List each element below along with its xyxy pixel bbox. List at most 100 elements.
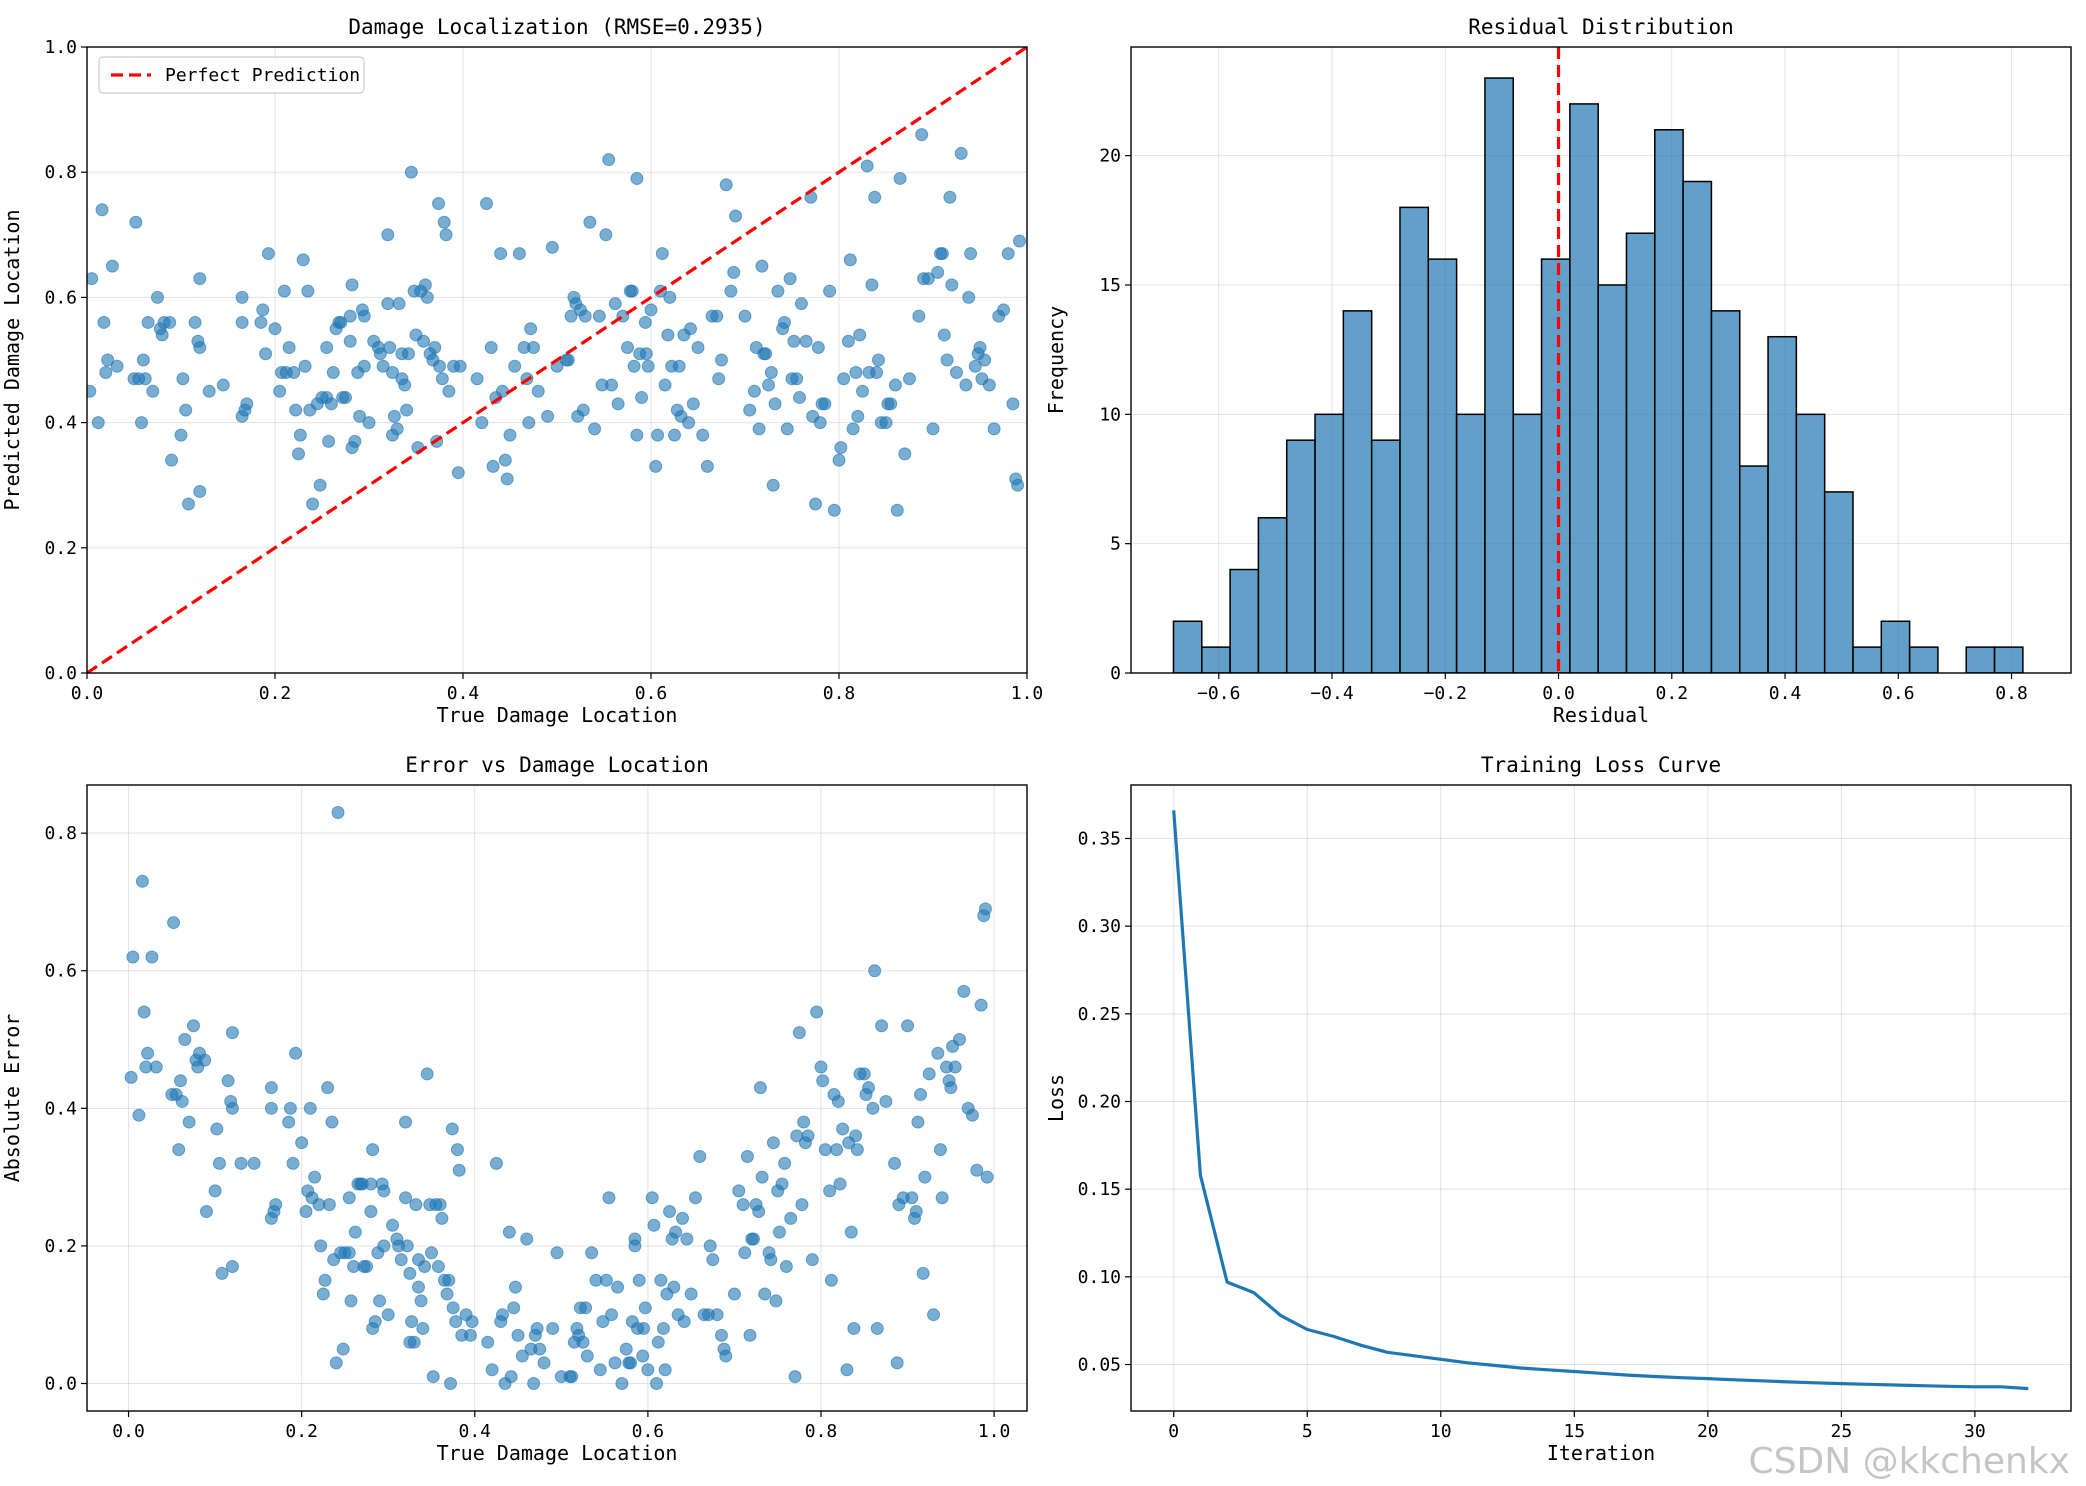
data-point bbox=[805, 1253, 819, 1267]
data-point bbox=[531, 384, 545, 398]
data-point bbox=[636, 1349, 650, 1363]
data-point bbox=[619, 1342, 633, 1356]
data-point bbox=[766, 478, 780, 492]
data-point bbox=[541, 409, 555, 423]
data-point bbox=[602, 1191, 616, 1205]
data-point bbox=[843, 253, 857, 267]
data-point bbox=[313, 478, 327, 492]
data-point bbox=[912, 309, 926, 323]
y-tick-label: 1.0 bbox=[44, 37, 77, 58]
histogram-bar bbox=[1852, 646, 1883, 673]
data-point bbox=[545, 240, 559, 254]
data-point bbox=[256, 303, 270, 317]
data-point bbox=[522, 416, 536, 430]
chart-title: Error vs Damage Location bbox=[405, 753, 708, 777]
x-tick-label: 5 bbox=[1302, 1421, 1313, 1442]
data-point bbox=[537, 1356, 551, 1370]
data-point bbox=[706, 1253, 720, 1267]
data-point bbox=[884, 397, 898, 411]
data-point bbox=[755, 259, 769, 273]
data-point bbox=[727, 265, 741, 279]
data-point bbox=[437, 215, 451, 229]
data-point bbox=[373, 347, 387, 361]
data-point bbox=[533, 1342, 547, 1356]
data-point bbox=[439, 228, 453, 242]
data-point bbox=[624, 1356, 638, 1370]
y-tick-label: 0.05 bbox=[1078, 1355, 1121, 1376]
data-point bbox=[866, 1101, 880, 1115]
data-point bbox=[508, 359, 522, 373]
x-tick-label: 15 bbox=[1563, 1421, 1585, 1442]
x-tick-label: 1.0 bbox=[1011, 683, 1044, 704]
data-point bbox=[898, 447, 912, 461]
y-tick-label: 0.30 bbox=[1078, 916, 1121, 937]
data-point bbox=[357, 309, 371, 323]
data-point bbox=[831, 1094, 845, 1108]
x-axis-label: True Damage Location bbox=[437, 703, 678, 727]
grid bbox=[1131, 785, 2071, 1411]
data-point bbox=[599, 228, 613, 242]
data-point bbox=[997, 303, 1010, 317]
data-point bbox=[283, 1101, 297, 1115]
data-point bbox=[668, 428, 681, 442]
data-point bbox=[641, 1363, 655, 1377]
data-point bbox=[982, 378, 996, 392]
plot-area bbox=[1172, 47, 2024, 673]
chart-title: Damage Localization (RMSE=0.2935) bbox=[348, 15, 765, 39]
data-point bbox=[508, 1280, 522, 1294]
data-point bbox=[684, 1287, 698, 1301]
data-point bbox=[368, 1315, 382, 1329]
data-point bbox=[856, 384, 869, 398]
data-point bbox=[101, 353, 115, 367]
data-point bbox=[527, 340, 540, 354]
data-point bbox=[696, 428, 710, 442]
data-point bbox=[362, 416, 376, 430]
y-axis-label: Frequency bbox=[1044, 306, 1068, 414]
data-point bbox=[962, 290, 976, 304]
data-point bbox=[564, 309, 578, 323]
data-point bbox=[649, 459, 663, 473]
data-point bbox=[254, 315, 268, 329]
data-point bbox=[576, 1335, 590, 1349]
data-point bbox=[700, 459, 714, 473]
data-point bbox=[753, 1081, 767, 1095]
y-tick-label: 10 bbox=[1099, 404, 1121, 425]
data-point bbox=[602, 153, 616, 167]
data-point bbox=[424, 1246, 438, 1260]
data-point bbox=[387, 409, 401, 423]
data-point bbox=[743, 1328, 757, 1342]
data-point bbox=[712, 372, 726, 386]
data-point bbox=[345, 278, 359, 292]
data-point bbox=[149, 1060, 163, 1074]
histogram-bar bbox=[1314, 413, 1345, 673]
data-point bbox=[758, 1287, 772, 1301]
histogram-bar bbox=[1710, 310, 1741, 673]
data-point bbox=[909, 1205, 923, 1219]
data-point bbox=[777, 315, 791, 329]
data-point bbox=[818, 1143, 832, 1157]
data-point bbox=[841, 334, 855, 348]
data-point bbox=[658, 1363, 672, 1377]
data-point bbox=[719, 1349, 733, 1363]
data-point bbox=[937, 328, 951, 342]
data-point bbox=[793, 391, 807, 405]
data-point bbox=[719, 178, 733, 192]
data-point bbox=[762, 378, 775, 392]
data-point bbox=[503, 428, 517, 442]
histogram-bar bbox=[1455, 413, 1486, 673]
data-point bbox=[527, 1376, 541, 1390]
data-point bbox=[507, 1301, 521, 1315]
histogram-bar bbox=[1172, 620, 1203, 673]
histogram-bar bbox=[1625, 232, 1656, 673]
data-point bbox=[682, 416, 696, 430]
data-point bbox=[935, 247, 949, 261]
data-point bbox=[732, 1184, 746, 1198]
data-point bbox=[176, 372, 190, 386]
data-point bbox=[186, 1019, 200, 1033]
data-point bbox=[377, 1239, 391, 1253]
data-point bbox=[635, 391, 649, 405]
x-tick-label: −0.6 bbox=[1197, 683, 1240, 704]
data-point bbox=[247, 1156, 261, 1170]
data-point bbox=[583, 215, 597, 229]
data-point bbox=[146, 384, 160, 398]
